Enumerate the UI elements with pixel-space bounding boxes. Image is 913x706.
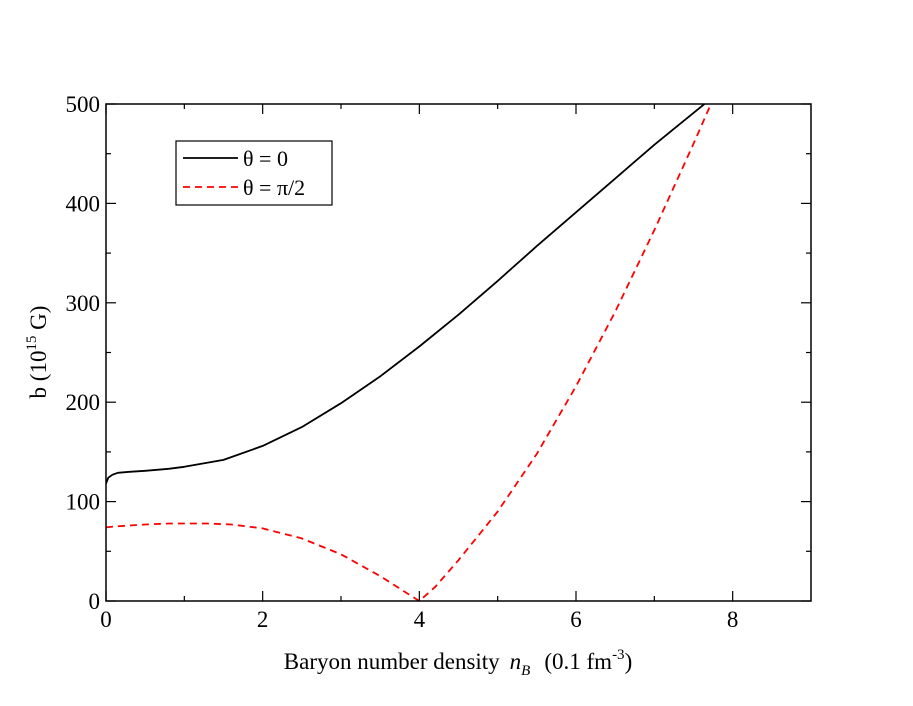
x-axis-label-unit-close: ) [625, 649, 633, 674]
x-axis-label: Baryon number density nB (0.1 fm-3) [284, 647, 632, 679]
y-tick-label-400: 400 [66, 191, 101, 216]
legend-label-theta-0: θ = 0 [243, 146, 288, 171]
x-tick-label-2: 2 [257, 607, 269, 632]
y-axis-label: b (1015 G) [24, 306, 51, 399]
y-tick-label-200: 200 [66, 390, 101, 415]
y-axis-label-suffix: G) [26, 306, 51, 336]
legend: θ = 0 θ = π/2 [175, 140, 333, 206]
x-tick-label-8: 8 [727, 607, 739, 632]
x-axis-label-symbol: n [510, 649, 522, 674]
x-tick-label-6: 6 [570, 607, 582, 632]
y-axis-label-exp: 15 [24, 336, 40, 351]
y-tick-label-300: 300 [66, 291, 101, 316]
x-axis-label-unit-exp: -3 [612, 647, 625, 663]
x-tick-label-0: 0 [100, 607, 112, 632]
series-line-0 [106, 104, 706, 485]
y-tick-label-0: 0 [89, 589, 101, 614]
y-tick-label-100: 100 [66, 490, 101, 515]
legend-box [175, 140, 333, 206]
x-tick-label-4: 4 [414, 607, 426, 632]
y-axis-label-prefix: b (10 [26, 351, 51, 399]
tick-layer: 0 2 4 6 8 0 100 200 300 400 500 [66, 92, 811, 632]
y-tick-label-500: 500 [66, 92, 101, 117]
series-layer [106, 104, 712, 601]
x-axis-label-subscript: B [521, 663, 530, 679]
legend-label-theta-pi-2: θ = π/2 [243, 175, 305, 200]
x-axis-label-prefix: Baryon number density [284, 649, 500, 674]
series-line-1 [106, 104, 712, 601]
x-axis-label-unit-open: (0.1 fm [544, 649, 612, 674]
